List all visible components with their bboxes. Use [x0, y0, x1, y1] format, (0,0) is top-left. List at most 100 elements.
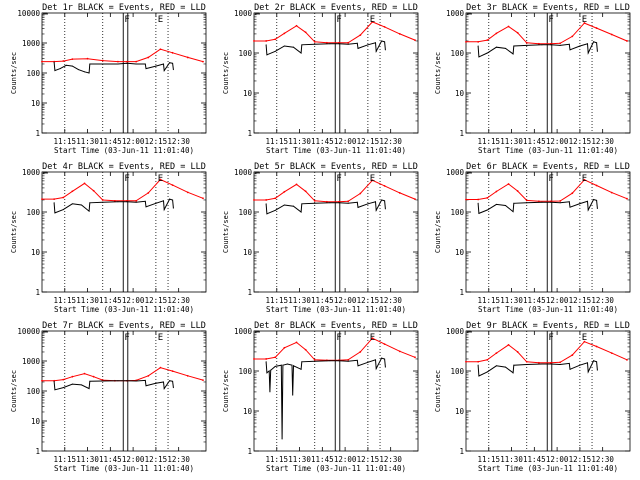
- lld-point: [338, 200, 340, 203]
- flag-marker: F: [124, 333, 129, 343]
- events-point: [587, 52, 589, 54]
- flag-marker: E: [158, 333, 163, 343]
- y-tick-label: 100: [238, 367, 252, 376]
- events-point: [169, 62, 171, 64]
- lld-point: [41, 60, 43, 63]
- y-tick-label: 100: [450, 49, 464, 58]
- y-tick-label: 100: [26, 69, 40, 78]
- lld-point: [537, 361, 540, 364]
- plot-frame: [465, 330, 631, 452]
- lld-point: [283, 346, 286, 349]
- lld-point: [295, 24, 298, 27]
- events-point: [172, 199, 174, 201]
- events-point: [569, 368, 571, 370]
- plot-frame: [253, 330, 419, 452]
- x-tick-label: 11:15: [265, 296, 288, 305]
- y-axis-label: Counts/sec: [222, 211, 230, 253]
- x-tick-label: 12:30: [591, 296, 614, 305]
- y-tick-label: 10000: [17, 9, 40, 18]
- events-point: [71, 383, 73, 385]
- y-tick-label: 1: [35, 129, 40, 138]
- events-point: [338, 360, 340, 362]
- events-point: [62, 387, 64, 389]
- x-tick-label: 12:30: [379, 296, 402, 305]
- flag-marker: F: [124, 15, 129, 25]
- events-point: [162, 200, 164, 202]
- lld-point: [295, 341, 298, 344]
- events-point: [291, 364, 293, 366]
- events-point: [117, 380, 119, 382]
- events-point: [513, 45, 515, 47]
- y-tick-label: 1000: [22, 357, 41, 366]
- events-point: [270, 369, 272, 371]
- events-point: [269, 391, 271, 393]
- x-tick-label: 11:15: [477, 455, 500, 464]
- lld-point: [507, 343, 510, 346]
- events-point: [375, 209, 377, 211]
- x-axis-label: Start Time (03-Jun-11 11:01:40): [266, 464, 406, 473]
- lld-point: [507, 25, 510, 28]
- x-tick-label: 12:15: [569, 137, 592, 146]
- events-point: [274, 50, 276, 52]
- lld-point: [610, 191, 613, 194]
- lld-point: [495, 32, 498, 35]
- events-point: [374, 42, 376, 44]
- events-point: [314, 360, 316, 362]
- lld-point: [486, 197, 489, 199]
- y-tick-label: 100: [26, 208, 40, 217]
- events-point: [357, 47, 359, 49]
- lld-point: [559, 200, 562, 202]
- lld-point: [347, 358, 350, 361]
- y-tick-label: 10: [243, 407, 253, 416]
- events-point: [274, 365, 276, 367]
- lld-point: [595, 184, 598, 187]
- events-point: [329, 43, 331, 45]
- y-tick-label: 100: [238, 208, 252, 217]
- lld-point: [507, 183, 510, 185]
- x-tick-label: 11:45: [523, 455, 546, 464]
- events-point: [384, 49, 386, 51]
- x-tick-label: 12:00: [122, 455, 145, 464]
- y-tick-label: 10: [455, 89, 465, 98]
- events-point: [568, 201, 570, 203]
- lld-point: [550, 42, 552, 45]
- lld-point: [371, 179, 374, 182]
- events-point: [486, 371, 488, 373]
- events-point: [80, 204, 82, 206]
- x-tick-label: 12:30: [167, 455, 190, 464]
- events-point: [126, 201, 128, 203]
- lld-point: [383, 25, 386, 28]
- lld-point: [626, 40, 628, 42]
- lld-point: [101, 199, 104, 201]
- y-tick-label: 1: [459, 288, 464, 297]
- panel-title: Det 7r BLACK = Events, RED = LLD: [42, 321, 206, 331]
- x-axis-label: Start Time (03-Jun-11 11:01:40): [478, 305, 618, 314]
- events-point: [135, 201, 137, 203]
- x-tick-label: 12:30: [379, 137, 402, 146]
- events-point: [117, 201, 119, 203]
- lld-point: [495, 352, 498, 355]
- y-tick-label: 1: [247, 129, 252, 138]
- events-point: [541, 44, 543, 46]
- lld-point: [313, 199, 316, 202]
- lld-point: [583, 340, 586, 343]
- y-tick-label: 10000: [17, 327, 40, 336]
- lld-point: [559, 42, 562, 45]
- x-axis-label: Start Time (03-Jun-11 11:01:40): [266, 146, 406, 155]
- y-tick-label: 1: [459, 129, 464, 138]
- events-point: [102, 63, 104, 65]
- lld-point: [610, 352, 613, 355]
- lld-point: [295, 183, 298, 186]
- events-point: [292, 394, 294, 396]
- lld-point: [147, 192, 150, 194]
- events-point: [144, 379, 146, 381]
- lld-point: [304, 31, 307, 34]
- lld-series-line: [254, 337, 416, 361]
- lld-point: [595, 27, 598, 29]
- y-tick-label: 1000: [446, 168, 465, 177]
- x-tick-label: 11:15: [53, 137, 76, 146]
- lld-point: [202, 60, 204, 63]
- events-point: [300, 52, 302, 54]
- x-tick-label: 11:30: [500, 137, 523, 146]
